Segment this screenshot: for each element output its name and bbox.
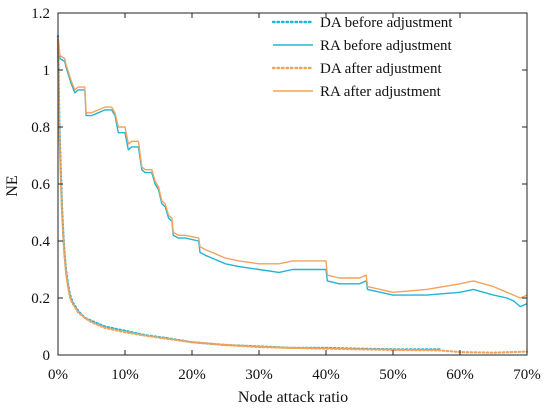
legend-label-2: RA before adjustment <box>320 38 452 54</box>
x-tick-label: 70% <box>513 367 541 383</box>
legend: DA before adjustment RA before adjustment… <box>271 15 453 100</box>
axes-layer <box>57 12 528 356</box>
y-tick-label: 0 <box>43 348 51 364</box>
legend-label-3: DA after adjustment <box>320 61 442 77</box>
x-tick-label: 50% <box>379 367 407 383</box>
legend-label-1: DA before adjustment <box>320 15 453 31</box>
series-line-2 <box>57 41 528 308</box>
x-tick-label: 10% <box>111 367 139 383</box>
x-tick-label: 60% <box>446 367 474 383</box>
x-axis-title: Node attack ratio <box>238 389 348 406</box>
series-line-3 <box>56 40 529 354</box>
y-tick-label: 1.2 <box>31 6 50 22</box>
y-tick-label: 0.8 <box>31 120 50 136</box>
legend-label-4: RA after adjustment <box>320 84 442 100</box>
y-tick-label: 0.2 <box>31 291 50 307</box>
series-layer <box>56 34 529 354</box>
ticks-layer: 0% 10% 20% 30% 40% 50% 60% 70% 0 0.2 0.4 0.6 0.8 1 1.2 <box>31 6 541 383</box>
y-axis-title: NE <box>4 175 21 196</box>
series-line-4 <box>57 35 528 299</box>
y-tick-label: 1 <box>43 63 51 79</box>
x-tick-label: 30% <box>245 367 273 383</box>
x-tick-label: 0% <box>48 367 68 383</box>
y-tick-label: 0.4 <box>31 234 50 250</box>
plot-frame <box>57 12 528 356</box>
x-tick-label: 40% <box>312 367 340 383</box>
series-line-1 <box>56 34 441 351</box>
x-tick-label: 20% <box>178 367 206 383</box>
y-tick-label: 0.6 <box>31 177 50 193</box>
